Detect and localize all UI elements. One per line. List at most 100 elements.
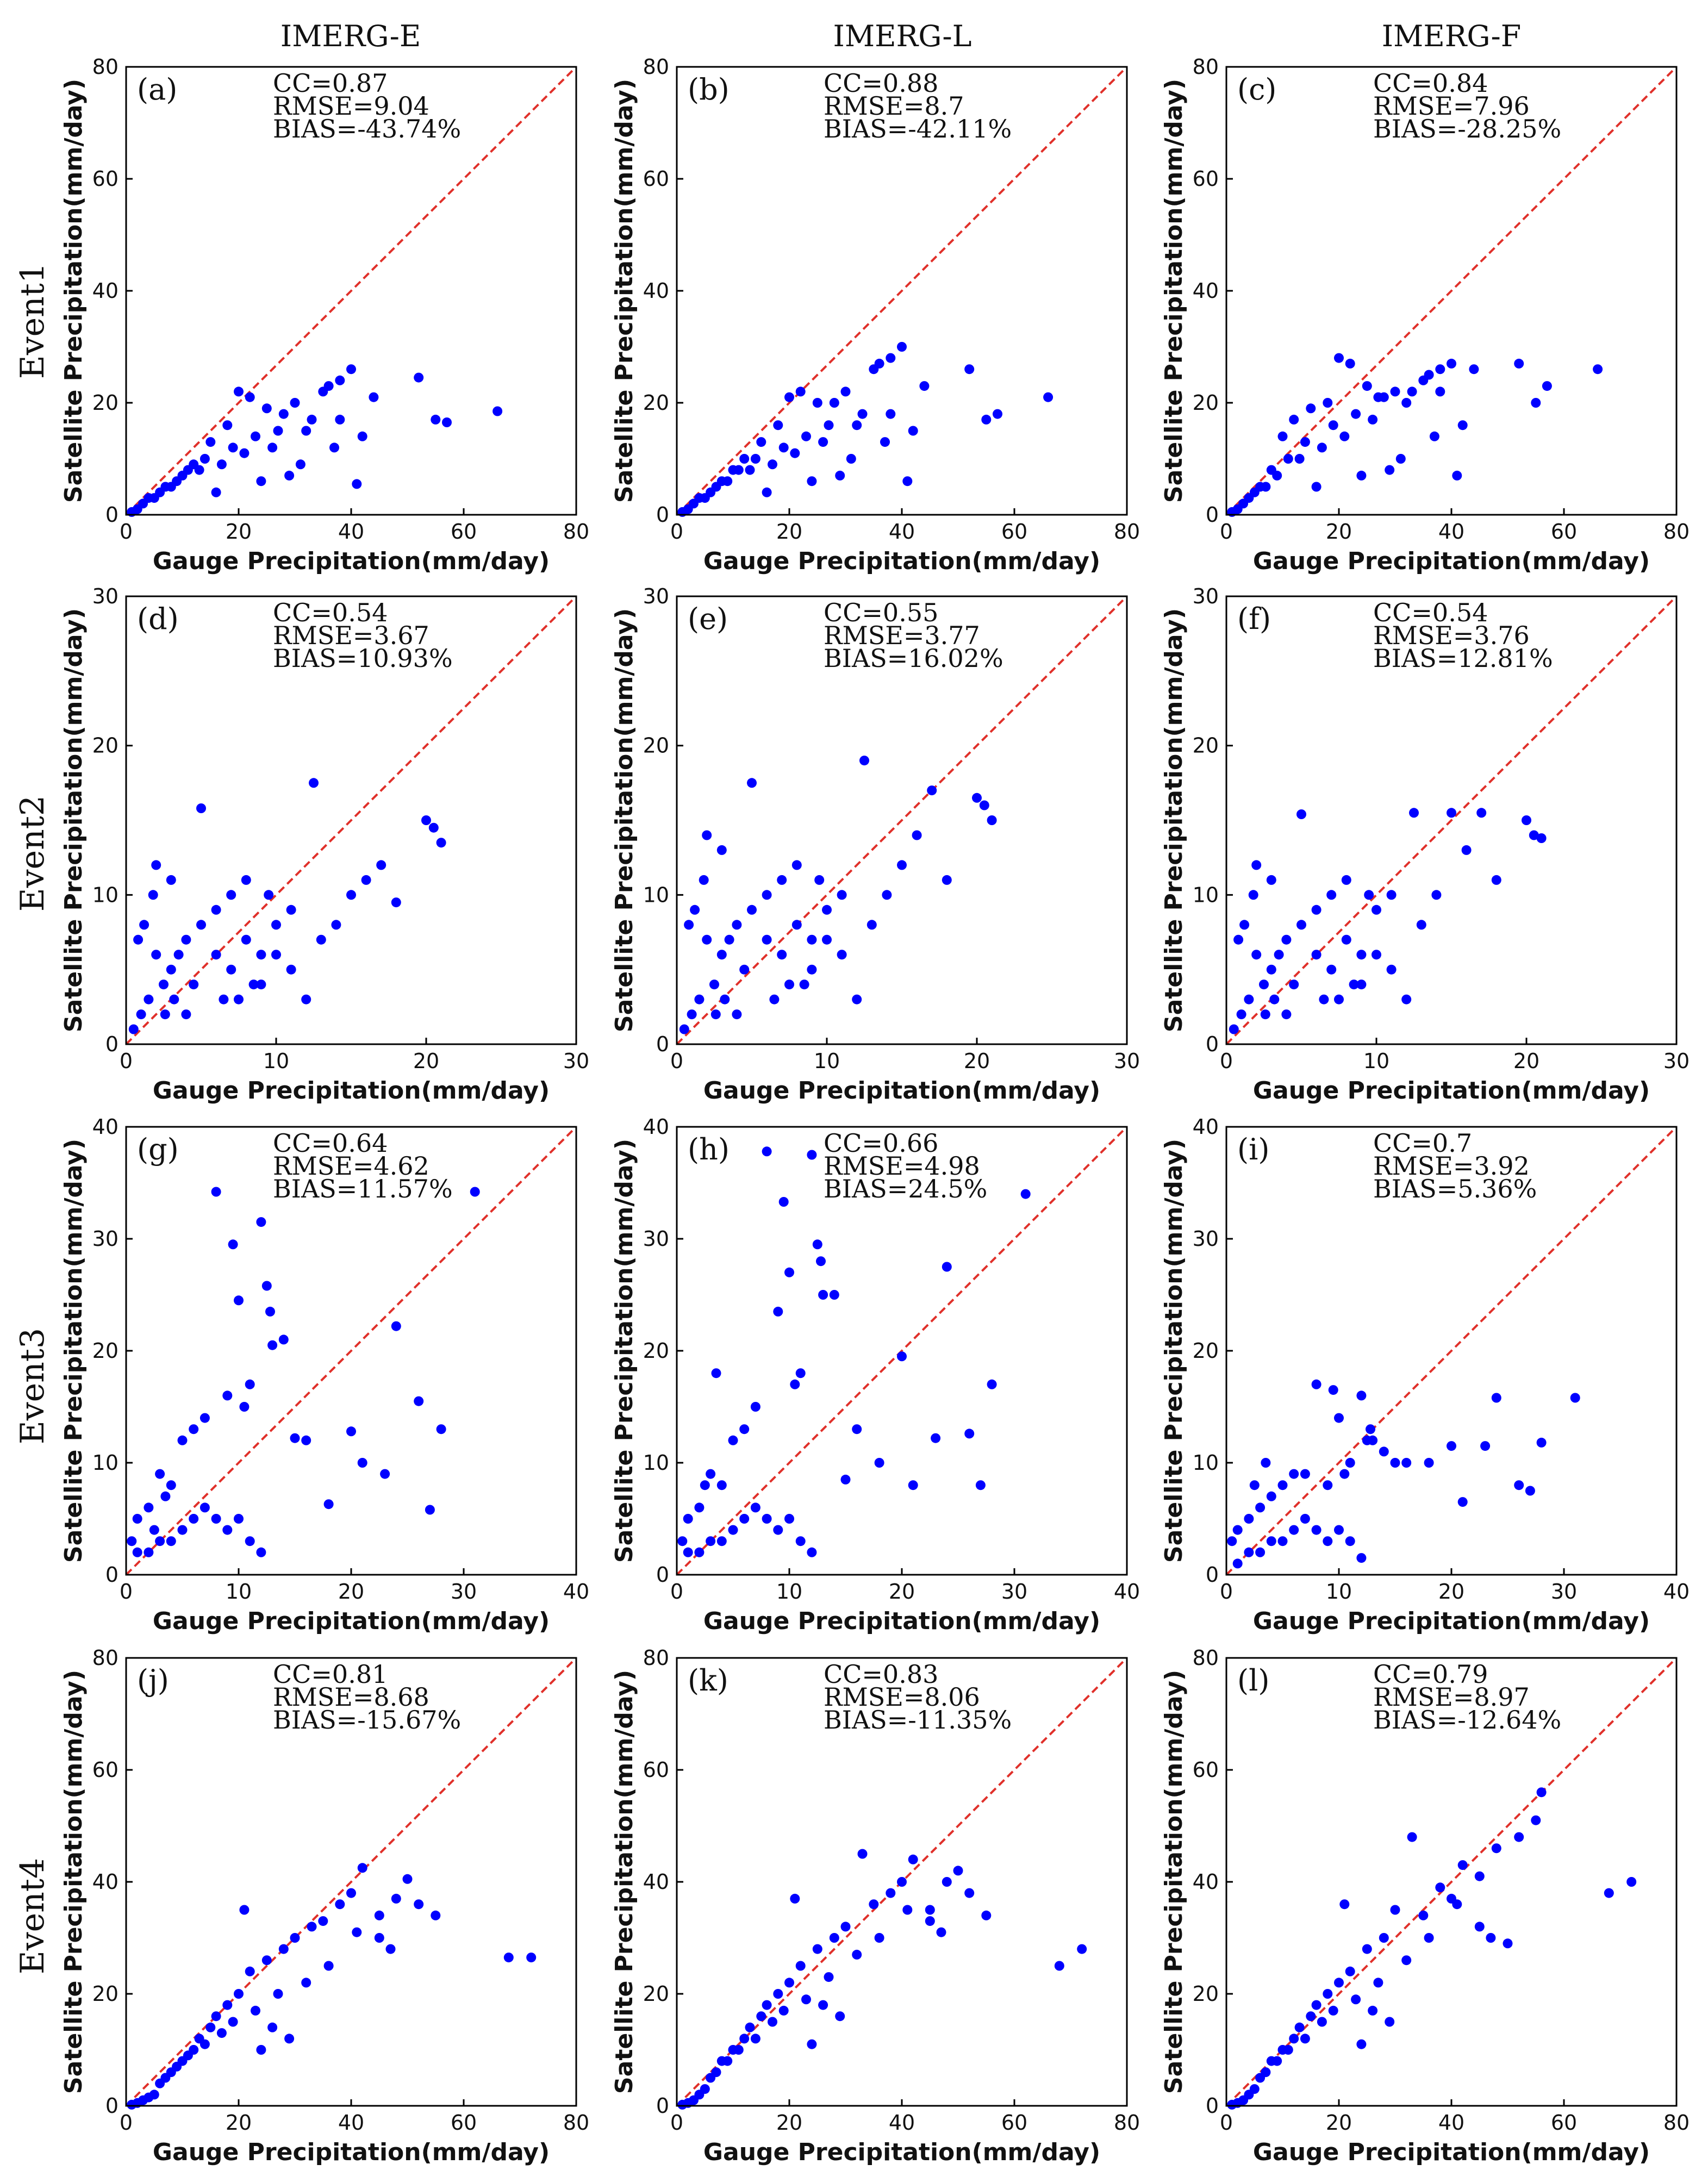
data-point [181,934,191,945]
panel-label-h: (h) [688,1132,730,1167]
data-point [357,1863,367,1873]
data-point [987,815,997,825]
stat-text: BIAS=-28.25% [1373,114,1561,144]
data-point [1345,358,1355,369]
data-point [964,1429,975,1439]
data-point [301,426,311,436]
data-point [301,1978,311,1988]
data-point [1281,934,1292,945]
data-point [762,1146,772,1157]
y-tick-label: 10 [643,883,669,907]
stat-text: CC=0.64 [273,1128,388,1158]
y-axis-label: Satellite Precipitation(mm/day) [610,79,638,503]
data-point [267,1340,278,1350]
data-point [1339,1469,1350,1479]
data-point [777,875,787,885]
data-point [265,1306,275,1317]
stat-text: CC=0.81 [273,1660,388,1689]
x-axis-label: Gauge Precipitation(mm/day) [703,1607,1100,1635]
x-tick-label: 10 [226,1580,252,1604]
data-point [1328,2005,1338,2016]
x-tick-label: 40 [1438,520,1464,544]
x-tick-label: 20 [776,520,802,544]
data-point [784,1978,794,1988]
data-point [256,1217,266,1227]
y-axis-label: Satellite Precipitation(mm/day) [610,1670,638,2094]
data-point [784,980,794,990]
data-point [1372,950,1381,960]
data-point [200,454,210,464]
data-point [318,386,328,397]
data-point [323,1499,334,1510]
stat-text: CC=0.83 [824,1660,938,1689]
x-tick-label: 40 [338,520,364,544]
y-tick-label: 40 [92,279,119,303]
data-point [361,875,371,885]
data-point [919,381,930,391]
one-to-one-line [1225,66,1678,516]
y-tick-label: 10 [92,1451,119,1475]
data-point [1323,1536,1333,1546]
panel-label-f: (f) [1237,602,1271,636]
data-point [166,1536,176,1546]
data-point [925,1905,935,1915]
data-point [1334,1413,1344,1423]
data-point [173,950,184,960]
y-tick-label: 30 [92,1227,119,1251]
data-point [709,980,719,990]
y-tick-label: 60 [643,167,669,191]
data-point [822,905,832,915]
data-point [702,830,712,840]
x-tick-label: 40 [563,1580,589,1604]
data-point [1345,1458,1355,1468]
data-point [245,1536,255,1546]
data-point [264,890,274,900]
stat-text: RMSE=8.06 [824,1682,980,1712]
data-point [1525,1486,1535,1496]
data-point [1289,2034,1299,2044]
stat-text: CC=0.55 [824,598,938,627]
y-tick-label: 0 [656,1563,669,1587]
data-point [1431,890,1442,900]
data-point [172,2061,182,2072]
data-point [148,890,158,900]
data-point [778,2005,789,2016]
data-point [267,442,278,453]
data-point [840,1474,851,1485]
x-axis-label: Gauge Precipitation(mm/day) [153,1077,550,1105]
x-tick-label: 10 [1363,1049,1389,1073]
x-axis-label: Gauge Precipitation(mm/day) [703,2138,1100,2166]
data-point [739,454,750,464]
data-point [912,830,922,840]
data-point [972,793,982,803]
y-tick-label: 80 [92,55,119,79]
data-point [732,1009,742,1020]
data-point [852,1949,862,1960]
data-point [1385,465,1395,475]
data-point [1289,414,1299,425]
one-to-one-line [125,1657,577,2107]
data-point [1296,920,1306,930]
y-tick-label: 40 [643,279,669,303]
data-point [256,980,266,990]
data-point [211,950,221,960]
data-point [1300,1469,1310,1479]
y-tick-label: 80 [643,55,669,79]
x-tick-label: 80 [1114,2111,1140,2135]
data-point [706,1536,716,1546]
data-point [1323,398,1333,408]
data-point [1239,920,1250,930]
y-tick-label: 20 [643,1982,669,2006]
data-point [1020,1189,1031,1199]
data-point [160,1491,171,1501]
data-point [1386,964,1397,975]
data-point [1077,1944,1087,1954]
data-point [307,1922,317,1932]
data-point [295,459,306,470]
y-tick-label: 20 [1193,734,1219,758]
data-point [953,1866,963,1876]
data-point [1261,1458,1271,1468]
data-point [261,403,272,414]
data-point [942,875,952,885]
data-point [278,1334,289,1345]
